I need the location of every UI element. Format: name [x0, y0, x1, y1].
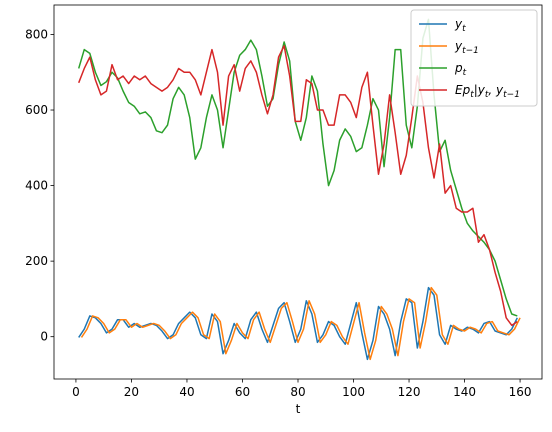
legend-label-part: y [454, 39, 463, 53]
x-tick-label-160: 160 [509, 385, 532, 399]
legend-label-part: y [454, 17, 463, 31]
x-axis-label: t [296, 402, 301, 416]
y-tick-label-0: 0 [40, 330, 48, 344]
legend-label-part: Ep [455, 83, 471, 97]
y-tick-label-200: 200 [25, 254, 48, 268]
legend-label-1: yt−1 [454, 39, 479, 56]
x-axis: 0 20 40 60 80 100 120 140 160 [72, 379, 532, 399]
y-tick-label-600: 600 [25, 103, 48, 117]
y-tick-label-800: 800 [25, 27, 48, 41]
series-layer [77, 18, 521, 361]
legend-label-0: yt [454, 17, 466, 34]
legend-label-part: , y [488, 83, 504, 97]
legend-label-part: t−1 [462, 46, 479, 56]
plot-frame [53, 4, 543, 380]
legend-label-part: t [463, 68, 467, 78]
x-tick-label-60: 60 [235, 385, 250, 399]
legend-label-part: t [462, 24, 466, 34]
x-tick-label-40: 40 [179, 385, 194, 399]
legend-label-part: t−1 [503, 90, 520, 100]
series-line-1 [80, 286, 521, 361]
legend-label-part: |y [474, 83, 486, 97]
legend-label-2: pt [454, 61, 467, 78]
series-line-2 [77, 18, 518, 317]
x-tick-label-120: 120 [398, 385, 421, 399]
x-tick-label-140: 140 [453, 385, 476, 399]
x-tick-label-20: 20 [124, 385, 139, 399]
series-line-3 [78, 45, 518, 327]
x-tick-label-80: 80 [290, 385, 305, 399]
y-axis: 0 200 400 600 800 [25, 27, 54, 344]
legend-label-3: Ept|yt, yt−1 [455, 83, 520, 100]
x-tick-label-100: 100 [342, 385, 365, 399]
legend-label-part: t [485, 90, 489, 100]
legend-box [410, 9, 538, 107]
x-tick-label-0: 0 [72, 385, 80, 399]
legend-label-part: p [454, 61, 463, 75]
y-tick-label-400: 400 [25, 179, 48, 193]
legend-label-part: t [470, 90, 474, 100]
